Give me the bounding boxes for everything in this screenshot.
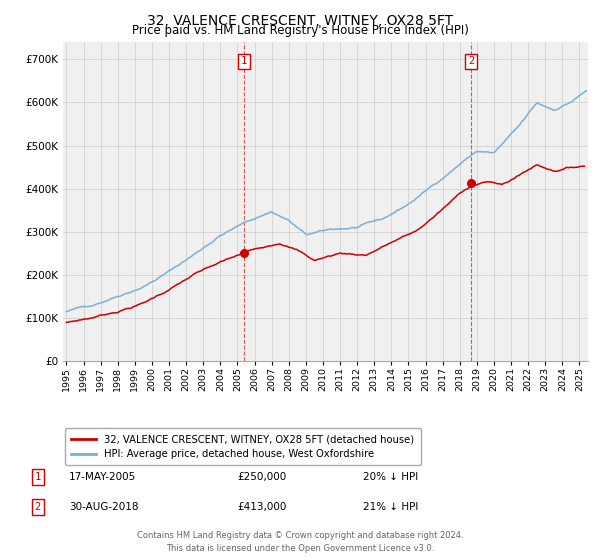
Legend: 32, VALENCE CRESCENT, WITNEY, OX28 5FT (detached house), HPI: Average price, det: 32, VALENCE CRESCENT, WITNEY, OX28 5FT (… bbox=[65, 428, 421, 465]
Text: 1: 1 bbox=[35, 472, 41, 482]
Text: 17-MAY-2005: 17-MAY-2005 bbox=[69, 472, 136, 482]
Text: 1: 1 bbox=[241, 57, 247, 67]
Text: 20% ↓ HPI: 20% ↓ HPI bbox=[363, 472, 418, 482]
Text: £413,000: £413,000 bbox=[237, 502, 286, 512]
Text: £250,000: £250,000 bbox=[237, 472, 286, 482]
Text: 32, VALENCE CRESCENT, WITNEY, OX28 5FT: 32, VALENCE CRESCENT, WITNEY, OX28 5FT bbox=[147, 14, 453, 28]
Text: 21% ↓ HPI: 21% ↓ HPI bbox=[363, 502, 418, 512]
Text: 2: 2 bbox=[468, 57, 474, 67]
Text: Price paid vs. HM Land Registry's House Price Index (HPI): Price paid vs. HM Land Registry's House … bbox=[131, 24, 469, 36]
Text: Contains HM Land Registry data © Crown copyright and database right 2024.
This d: Contains HM Land Registry data © Crown c… bbox=[137, 531, 463, 553]
Text: 30-AUG-2018: 30-AUG-2018 bbox=[69, 502, 139, 512]
Text: 2: 2 bbox=[35, 502, 41, 512]
